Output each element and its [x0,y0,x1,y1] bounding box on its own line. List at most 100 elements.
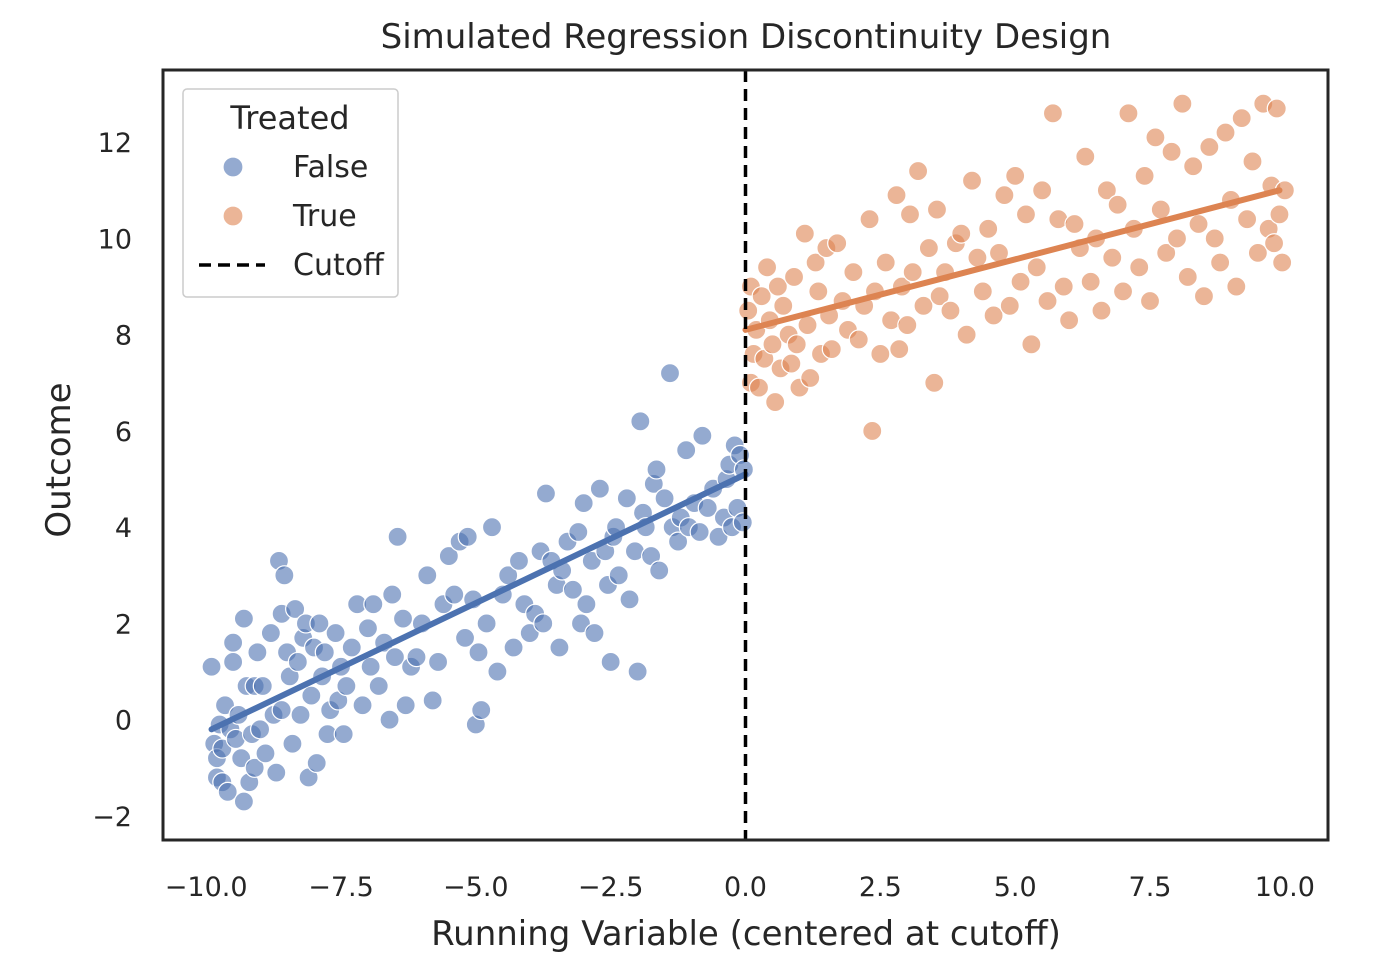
data-point-true [1172,93,1193,114]
data-point-true [1005,165,1026,186]
data-point-true [1015,204,1037,225]
data-point-false [654,488,675,509]
data-point-true [926,199,948,220]
data-point-true [1129,257,1150,278]
data-point-false [336,675,357,697]
x-axis-label: Running Variable (centered at cutoff) [431,914,1061,954]
data-point-false [255,743,276,764]
data-point-true [899,204,921,225]
data-point-false [471,699,492,721]
legend-title: Treated [229,99,349,137]
data-point-true [1032,180,1053,201]
data-point-false [417,565,438,586]
data-point-true [1161,141,1182,162]
data-point-true [1080,271,1101,292]
y-tick-label: 10 [98,224,132,255]
data-point-false [266,762,287,783]
data-point-true [1118,103,1139,124]
data-point-true [994,185,1015,206]
data-point-false [382,584,403,605]
data-point-true [805,252,826,273]
data-point-true [765,391,786,413]
y-tick-label: 4 [115,513,132,544]
data-point-true [902,262,923,283]
data-point-true [751,286,772,307]
data-point-true [999,295,1020,316]
data-point-true [756,257,778,278]
data-point-false [360,656,381,677]
data-point-false [476,613,497,634]
x-tick-label: 5.0 [994,872,1037,903]
data-point-true [1156,242,1177,263]
data-point-true [821,339,842,360]
data-point-true [1231,108,1252,129]
data-point-false [692,425,713,446]
data-point-false [576,594,597,615]
data-point-false [689,521,710,543]
data-point-true [956,324,977,345]
data-point-false [333,724,354,745]
data-point-true [961,170,983,191]
data-point-false [600,651,621,673]
data-point-true [781,353,802,374]
data-point-true [843,262,864,283]
data-point-true [794,223,815,244]
data-point-false [223,651,244,673]
data-point-false [589,478,610,499]
y-tick-label: 12 [98,128,132,159]
x-tick-label: −7.5 [308,872,374,903]
data-point-true [800,367,821,389]
data-point-false [249,719,271,740]
data-point-false [244,757,265,778]
data-point-false [325,622,346,644]
data-point-true [808,281,829,302]
data-point-true [1188,213,1209,235]
fit-line-true [742,187,1283,333]
y-axis-label: Outcome [39,382,79,537]
data-point-true [907,160,929,182]
data-point-false [457,526,478,547]
data-point-false [363,594,384,615]
data-point-false [379,709,400,730]
data-point-false [676,440,697,461]
x-tick-label: 7.5 [1129,872,1172,903]
data-point-false [427,651,449,673]
data-point-false [352,695,373,716]
data-point-true [913,295,934,316]
data-point-true [1236,209,1258,230]
y-tick-label: 6 [115,417,132,448]
data-point-true [1075,146,1096,167]
data-point-false [568,521,589,543]
data-point-false [260,622,281,644]
fit-line-false [208,471,749,733]
data-point-false [646,459,667,480]
data-point-false [616,488,637,509]
data-point-false [223,632,244,653]
data-point-true [967,247,988,268]
x-tick-label: −2.5 [578,872,644,903]
legend-marker-true [222,205,244,227]
data-point-true [783,266,805,288]
data-point-false [384,647,406,668]
data-point-false [503,637,524,658]
data-point-true [1272,252,1293,273]
data-point-false [562,579,584,600]
data-point-true [940,300,961,321]
plot-area: −10.0 −7.5 −5.0 −2.5 0.0 2.5 5.0 7.5 10.0 −2 0 2 4 6 8… [92,68,1330,903]
data-point-false [667,531,689,552]
data-point-true [848,329,869,350]
data-point-true [1150,199,1171,220]
y-tick-label: 0 [115,706,132,737]
data-point-false [732,512,753,533]
data-point-false [573,493,594,514]
data-point-false [285,598,306,620]
data-point-true [1059,310,1080,331]
x-tick-label: 0.0 [724,872,767,903]
data-point-true [786,334,807,355]
legend-box [182,88,399,298]
data-point-false [282,733,303,754]
data-point-true [1204,228,1225,249]
data-point-false [395,695,416,716]
legend-label: True [292,199,357,234]
